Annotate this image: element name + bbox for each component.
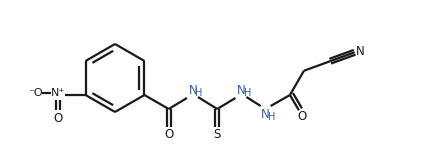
Text: O: O bbox=[164, 127, 173, 141]
Text: H: H bbox=[244, 88, 251, 98]
Text: O: O bbox=[297, 110, 306, 123]
Text: ⁻O: ⁻O bbox=[28, 88, 43, 98]
Text: N: N bbox=[188, 83, 197, 97]
Text: N: N bbox=[261, 107, 270, 120]
Text: O: O bbox=[53, 112, 62, 124]
Text: N: N bbox=[237, 83, 246, 97]
Text: H: H bbox=[195, 88, 203, 98]
Text: H: H bbox=[268, 112, 276, 122]
Text: N⁺: N⁺ bbox=[50, 88, 65, 98]
Text: S: S bbox=[214, 127, 221, 141]
Text: N: N bbox=[356, 45, 365, 58]
